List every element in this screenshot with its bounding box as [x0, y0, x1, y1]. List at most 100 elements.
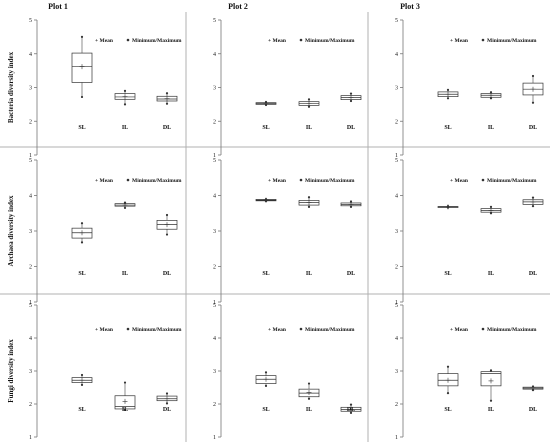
min-marker: [165, 102, 169, 105]
box-sl: SL: [71, 222, 93, 277]
y-tick-label: 5: [29, 18, 32, 24]
plot-title-3: Plot 3: [400, 2, 420, 11]
panel-1-2: 1 2 3 4 5 + Mean Minimum/Maximum SL IL DL: [395, 158, 544, 306]
panel-1-0: 1 2 3 4 5 Archaea diversity index + Mean Minimu…: [7, 158, 182, 306]
box-dl: DL: [522, 196, 544, 277]
box-dl: DL: [156, 392, 178, 413]
max-marker: [123, 381, 127, 384]
category-label: IL: [122, 125, 128, 131]
min-marker: [489, 97, 493, 100]
y-tick-label: 4: [29, 194, 32, 200]
box-sl: SL: [255, 197, 277, 277]
min-marker: [80, 383, 84, 386]
legend-minmax-marker: [481, 178, 485, 182]
y-axis-label: Archaea diversity index: [7, 195, 15, 267]
legend-minmax: Minimum/Maximum: [132, 327, 182, 333]
y-tick-label: 5: [213, 303, 216, 309]
category-label: SL: [78, 271, 85, 277]
y-tick-label: 2: [29, 265, 32, 271]
y-tick-label: 4: [395, 336, 398, 342]
max-marker: [80, 35, 84, 38]
y-tick-label: 1: [213, 435, 216, 441]
min-marker: [349, 99, 353, 103]
min-marker: [307, 397, 311, 400]
box-dl: DL: [156, 213, 178, 277]
y-tick-label: 1: [29, 153, 32, 159]
legend-minmax-marker: [126, 38, 130, 42]
box-il: IL: [480, 91, 502, 131]
max-marker: [489, 369, 493, 372]
category-label: SL: [262, 125, 269, 131]
min-marker: [446, 392, 450, 395]
y-tick-label: 4: [395, 52, 398, 58]
y-tick-label: 5: [395, 158, 398, 164]
legend-mean: + Mean: [450, 178, 468, 184]
legend-minmax: Minimum/Maximum: [132, 178, 182, 184]
category-label: DL: [347, 271, 355, 277]
category-label: DL: [529, 407, 537, 413]
min-marker: [531, 101, 535, 104]
category-label: DL: [529, 271, 537, 277]
max-marker: [264, 371, 268, 374]
y-tick-label: 5: [29, 303, 32, 309]
box-dl: DL: [340, 200, 362, 277]
y-tick-label: 1: [29, 300, 32, 306]
max-marker: [165, 92, 169, 95]
box-dl: DL: [340, 403, 362, 415]
legend-minmax-marker: [126, 178, 130, 182]
legend-mean: + Mean: [95, 178, 113, 184]
min-marker: [307, 105, 311, 108]
box-sl: SL: [71, 35, 93, 131]
max-marker: [349, 403, 353, 406]
legend-minmax: Minimum/Maximum: [487, 327, 537, 333]
category-label: IL: [488, 407, 494, 413]
y-tick-label: 5: [213, 158, 216, 164]
plot-title-1: Plot 1: [48, 2, 68, 11]
box-sl: SL: [71, 373, 93, 413]
box-dl: DL: [522, 385, 544, 413]
y-tick-label: 3: [213, 86, 216, 92]
category-label: SL: [444, 125, 451, 131]
category-label: SL: [262, 271, 269, 277]
y-tick-label: 5: [395, 303, 398, 309]
category-label: IL: [306, 407, 312, 413]
panel-1-1: 1 2 3 4 5 + Mean Minimum/Maximum SL IL DL: [213, 158, 362, 306]
plot-title-2: Plot 2: [228, 2, 248, 11]
y-tick-label: 4: [29, 52, 32, 58]
max-marker: [531, 74, 535, 78]
box-sl: SL: [255, 371, 277, 413]
legend-mean: + Mean: [268, 327, 286, 333]
max-marker: [307, 98, 311, 101]
legend-minmax-marker: [299, 327, 303, 331]
category-label: SL: [444, 271, 451, 277]
panel-2-2: 1 2 3 4 5 + Mean Minimum/Maximum SL IL DL: [395, 303, 544, 441]
max-marker: [349, 92, 353, 95]
y-tick-label: 2: [213, 265, 216, 271]
min-marker: [123, 206, 127, 210]
legend-minmax: Minimum/Maximum: [132, 38, 182, 44]
min-marker: [307, 205, 311, 208]
category-label: SL: [444, 407, 451, 413]
y-tick-label: 1: [29, 435, 32, 441]
legend-mean: + Mean: [268, 178, 286, 184]
y-tick-label: 1: [213, 300, 216, 306]
box-il: IL: [114, 381, 136, 413]
y-tick-label: 4: [213, 52, 216, 58]
min-marker: [264, 384, 268, 387]
box-sl: SL: [437, 365, 459, 413]
y-axis-label: Fungi diversity index: [7, 339, 15, 403]
min-marker: [349, 411, 353, 415]
y-tick-label: 1: [395, 300, 398, 306]
y-tick-label: 3: [395, 369, 398, 375]
y-tick-label: 3: [395, 229, 398, 235]
max-marker: [446, 88, 450, 91]
min-marker: [531, 205, 535, 208]
category-label: IL: [488, 125, 494, 131]
legend-mean: + Mean: [450, 38, 468, 44]
category-label: SL: [262, 407, 269, 413]
legend-minmax-marker: [299, 178, 303, 182]
box-il: IL: [114, 201, 136, 277]
panel-0-2: 1 2 3 4 5 + Mean Minimum/Maximum SL IL DL: [395, 18, 544, 159]
y-tick-label: 4: [213, 194, 216, 200]
